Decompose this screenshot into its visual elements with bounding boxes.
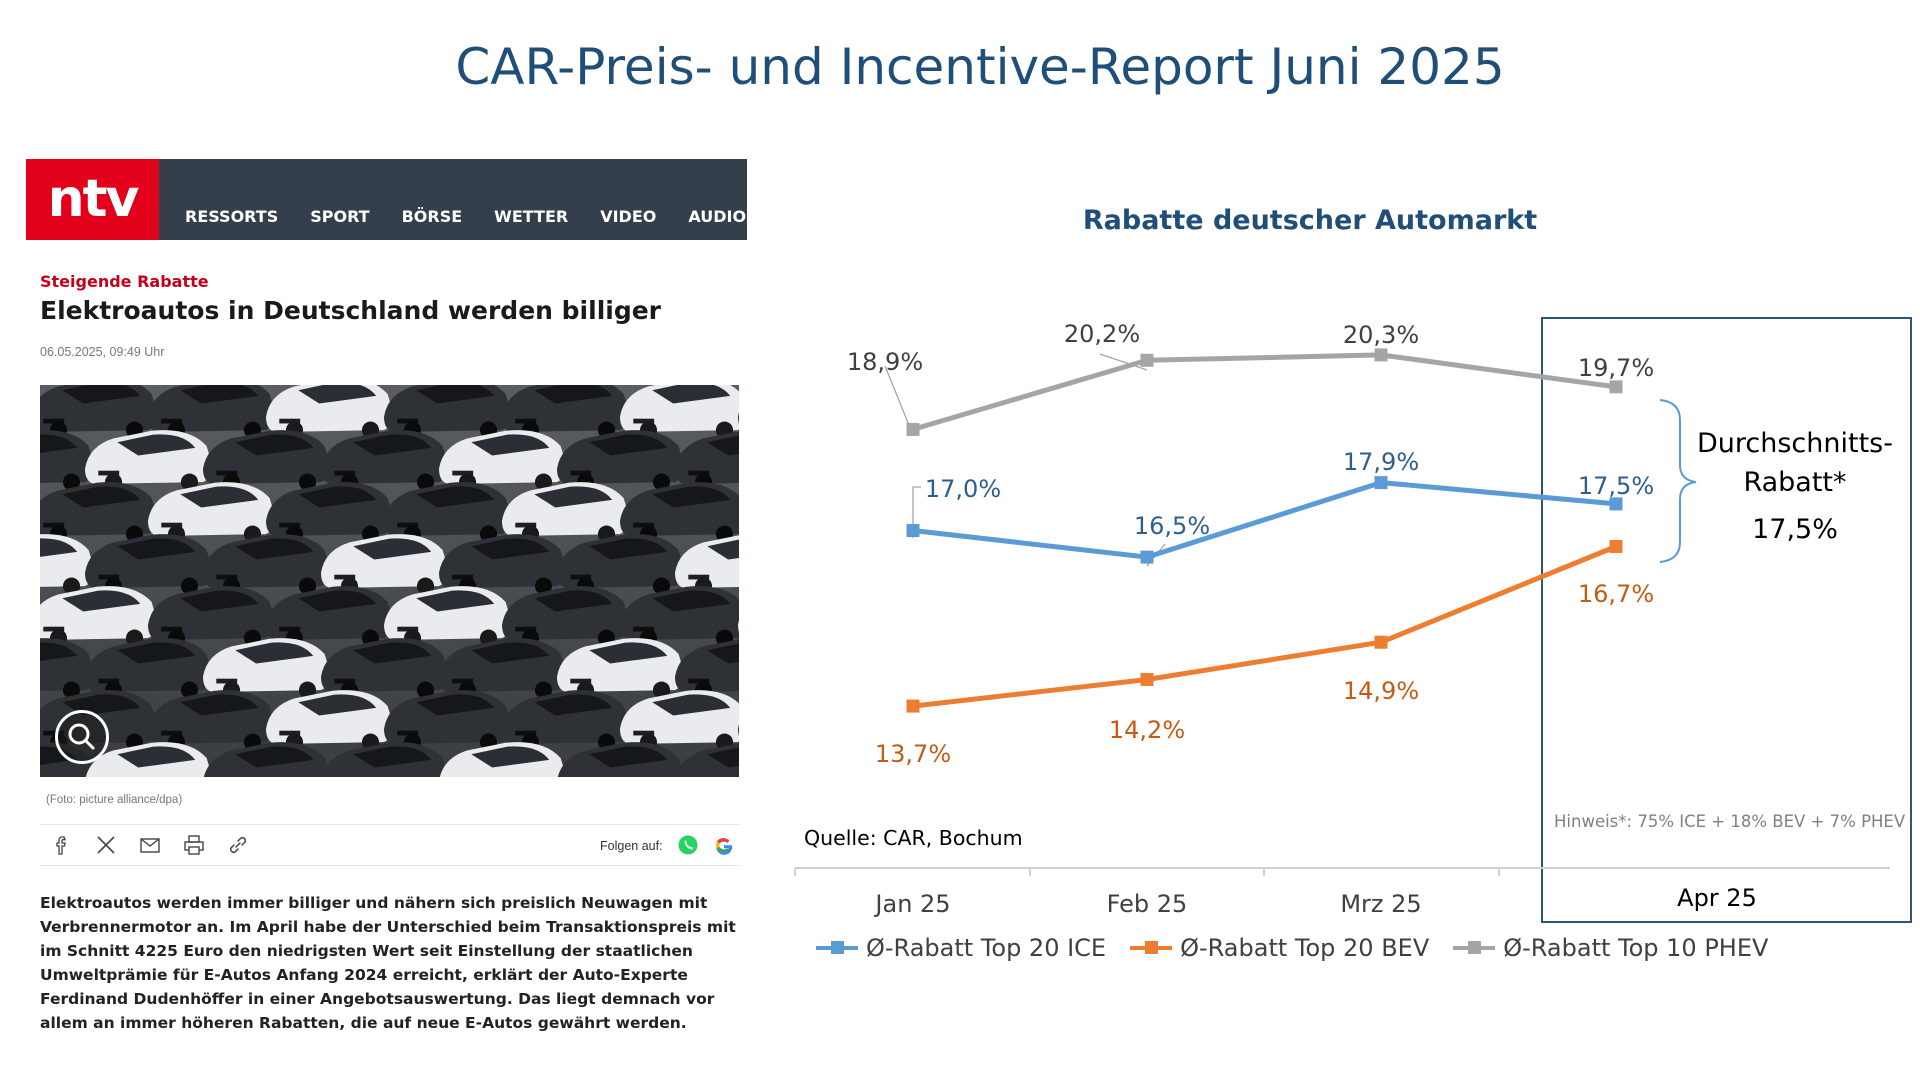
news-article-screenshot: ntv RESSORTS SPORT BÖRSE WETTER VIDEO AU… (26, 159, 747, 1039)
data-label-ice-0: 17,0% (925, 475, 1001, 503)
chart-source: Quelle: CAR, Bochum (804, 826, 1023, 850)
leader-ice-jan (912, 486, 921, 538)
legend-label-bev: Ø-Rabatt Top 20 BEV (1180, 934, 1430, 962)
article-date: 06.05.2025, 09:49 Uhr (40, 345, 165, 359)
article-photo[interactable] (40, 385, 739, 777)
highlight-box-apr (1541, 317, 1912, 923)
mail-icon[interactable] (138, 833, 162, 857)
share-bar: Folgen auf: (40, 825, 739, 865)
zoom-button[interactable] (55, 710, 109, 764)
slide-title: CAR-Preis- und Incentive-Report Juni 202… (455, 38, 1505, 96)
point-phev-1 (1140, 353, 1154, 367)
site-header: ntv RESSORTS SPORT BÖRSE WETTER VIDEO AU… (26, 159, 747, 240)
facebook-icon[interactable] (50, 833, 74, 857)
data-label-ice-3: 17,5% (1578, 472, 1654, 500)
data-label-phev-1: 20,2% (1064, 320, 1140, 348)
data-label-bev-3: 16,7% (1578, 580, 1654, 608)
point-ice-2 (1374, 476, 1388, 490)
data-label-phev-2: 20,3% (1343, 321, 1419, 349)
series-line-phev (912, 352, 1617, 432)
point-ice-0 (906, 524, 920, 537)
series-line-ice (912, 480, 1617, 560)
divider-top (40, 824, 739, 825)
nav-item-wetter[interactable]: WETTER (494, 207, 569, 226)
legend-label-ice: Ø-Rabatt Top 20 ICE (866, 934, 1107, 962)
x-tick-label-1: Feb 25 (1107, 890, 1188, 918)
data-label-phev-0: 18,9% (847, 348, 923, 376)
point-bev-1 (1140, 672, 1154, 686)
nav-item-video[interactable]: VIDEO (600, 207, 657, 226)
legend-item-phev: Ø-Rabatt Top 10 PHEV (1453, 934, 1768, 962)
photo-caption: (Foto: picture alliance/dpa) (46, 794, 183, 806)
point-bev-0 (906, 699, 920, 713)
nav-item-boerse[interactable]: BÖRSE (401, 207, 463, 226)
nav-item-ressorts[interactable]: RESSORTS (185, 207, 279, 226)
article-headline: Elektroautos in Deutschland werden billi… (40, 296, 662, 325)
divider-bottom (40, 865, 739, 866)
chart-title: Rabatte deutscher Automarkt (1082, 205, 1538, 236)
data-label-bev-1: 14,2% (1109, 716, 1185, 744)
data-label-ice-2: 17,9% (1343, 448, 1419, 476)
main-nav: RESSORTS SPORT BÖRSE WETTER VIDEO AUDIO (185, 207, 778, 226)
weighting-note: Hinweis*: 75% ICE + 18% BEV + 7% PHEV (1554, 812, 1906, 831)
point-phev-0 (906, 422, 920, 436)
ntv-logo[interactable]: ntv (26, 159, 159, 240)
data-label-bev-0: 13,7% (875, 740, 951, 768)
x-tick-label-2: Mrz 25 (1340, 890, 1421, 918)
data-label-bev-2: 14,9% (1343, 677, 1419, 705)
point-ice-3 (1609, 497, 1623, 511)
nav-item-sport[interactable]: SPORT (310, 207, 370, 226)
point-phev-2 (1374, 348, 1388, 362)
magnifier-icon (68, 723, 95, 750)
x-tick-label-0: Jan 25 (873, 890, 950, 918)
point-phev-3 (1609, 380, 1623, 394)
google-icon[interactable] (712, 833, 736, 857)
article-body: Elektroautos werden immer billiger und n… (40, 894, 736, 1032)
print-icon[interactable] (182, 833, 206, 857)
point-ice-1 (1140, 550, 1154, 564)
average-discount-value: 17,5% (1752, 514, 1838, 545)
point-bev-3 (1609, 539, 1623, 553)
leader-phev-feb (1099, 353, 1148, 371)
x-tick-label-3: Apr 25 (1677, 884, 1757, 912)
series-line-bev (912, 544, 1617, 709)
legend-item-bev: Ø-Rabatt Top 20 BEV (1130, 934, 1429, 962)
average-brace (1659, 399, 1697, 563)
legend-swatch-phev (1453, 941, 1496, 954)
whatsapp-icon[interactable] (676, 833, 700, 857)
point-bev-2 (1374, 635, 1388, 649)
data-label-phev-3: 19,7% (1578, 354, 1654, 382)
x-icon[interactable] (94, 833, 118, 857)
nav-item-audio[interactable]: AUDIO (688, 207, 747, 226)
article-kicker: Steigende Rabatte (40, 272, 209, 291)
legend-label-phev: Ø-Rabatt Top 10 PHEV (1503, 934, 1769, 962)
data-label-ice-1: 16,5% (1134, 512, 1210, 540)
legend-swatch-ice (816, 941, 858, 954)
legend-item-ice: Ø-Rabatt Top 20 ICE (816, 934, 1106, 962)
car-park-photo (40, 385, 739, 777)
average-discount-label: Durchschnitts-Rabatt* (1697, 428, 1893, 498)
follow-label: Folgen auf: (600, 839, 663, 853)
link-icon[interactable] (226, 833, 250, 857)
legend-swatch-bev (1130, 941, 1173, 954)
chart-legend: Ø-Rabatt Top 20 ICE Ø-Rabatt Top 20 BEV … (816, 934, 1792, 962)
